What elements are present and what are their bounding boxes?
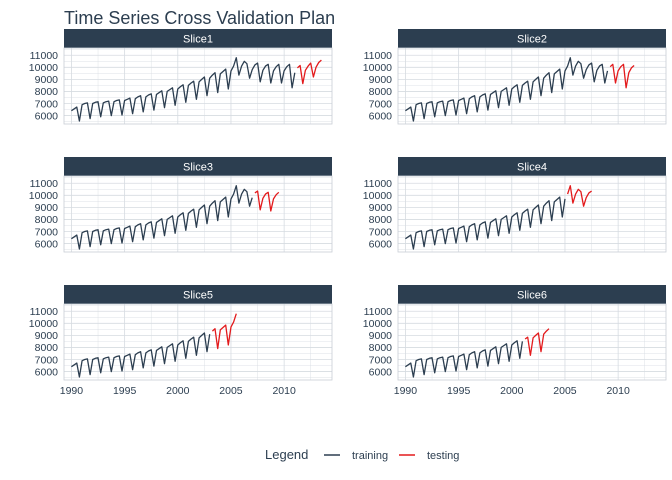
y-tick-label: 6000 [369,238,393,250]
y-tick-label: 7000 [369,354,393,366]
x-tick-label: 2000 [166,385,190,397]
strip-background [64,285,332,304]
y-tick-label: 8000 [369,214,393,226]
series-line-testing [566,185,592,207]
strip-background [398,157,666,176]
chart-title: Time Series Cross Validation Plan [64,8,335,28]
x-tick-label: 2010 [606,385,630,397]
x-tick-label: 2005 [219,385,243,397]
facet-panels: Slice160007000800090001000011000Slice260… [29,29,667,397]
y-tick-label: 8000 [369,342,393,354]
x-tick-label: 1995 [113,385,137,397]
y-tick-label: 10000 [29,190,58,202]
y-tick-label: 11000 [364,306,393,318]
series-line-training [71,185,253,250]
series-line-testing [609,63,635,89]
y-tick-label: 11000 [30,178,59,190]
y-tick-label: 6000 [35,110,59,122]
y-tick-label: 11000 [30,50,59,62]
strip-label: Slice2 [517,34,547,46]
y-tick-label: 9000 [369,202,393,214]
y-tick-label: 9000 [369,330,393,342]
y-tick-label: 10000 [29,318,58,330]
y-tick-label: 6000 [35,366,59,378]
y-tick-label: 10000 [29,62,58,74]
y-tick-label: 8000 [369,86,393,98]
panel-border [397,47,667,125]
series-line-testing [524,328,550,356]
strip-background [64,29,332,48]
strip-label: Slice6 [517,290,547,302]
y-tick-label: 9000 [35,74,59,86]
y-tick-label: 7000 [369,98,393,110]
y-tick-label: 9000 [35,330,59,342]
y-tick-label: 7000 [35,226,59,238]
y-tick-label: 8000 [35,214,59,226]
y-tick-label: 7000 [369,226,393,238]
series-line-training [71,57,296,122]
series-line-testing [254,190,280,212]
strip-label: Slice5 [183,290,213,302]
x-tick-label: 1990 [60,385,84,397]
legend-label-testing: testing [427,450,459,462]
series-line-training [405,57,609,122]
panel-border [63,47,333,125]
series-line-training [405,196,566,250]
panel-border [63,303,333,381]
y-tick-label: 10000 [363,62,392,74]
y-tick-label: 6000 [35,238,59,250]
panel-border [397,175,667,253]
y-tick-label: 6000 [369,110,393,122]
legend: Legend training testing [265,447,459,462]
y-tick-label: 6000 [369,366,393,378]
strip-label: Slice3 [183,162,213,174]
x-tick-label: 1990 [394,385,418,397]
strip-background [398,29,666,48]
y-tick-label: 7000 [35,354,59,366]
legend-label-training: training [352,450,388,462]
y-tick-label: 8000 [35,342,59,354]
strip-background [398,285,666,304]
strip-label: Slice4 [517,162,547,174]
series-line-training [405,340,524,378]
y-tick-label: 9000 [35,202,59,214]
x-tick-label: 2010 [272,385,296,397]
y-tick-label: 7000 [35,98,59,110]
y-tick-label: 8000 [35,86,59,98]
panel-border [63,175,333,253]
x-tick-label: 1995 [447,385,471,397]
x-tick-label: 2005 [553,385,577,397]
y-tick-label: 10000 [363,190,392,202]
y-tick-label: 11000 [364,178,393,190]
x-tick-label: 2000 [500,385,524,397]
panel-border [397,303,667,381]
y-tick-label: 11000 [30,306,59,318]
y-tick-label: 11000 [364,50,393,62]
strip-background [64,157,332,176]
y-tick-label: 9000 [369,74,393,86]
y-tick-label: 10000 [363,318,392,330]
series-line-testing [296,59,322,85]
series-line-training [71,332,211,378]
series-line-testing [211,313,237,350]
legend-title: Legend [265,447,308,462]
strip-label: Slice1 [183,34,213,46]
